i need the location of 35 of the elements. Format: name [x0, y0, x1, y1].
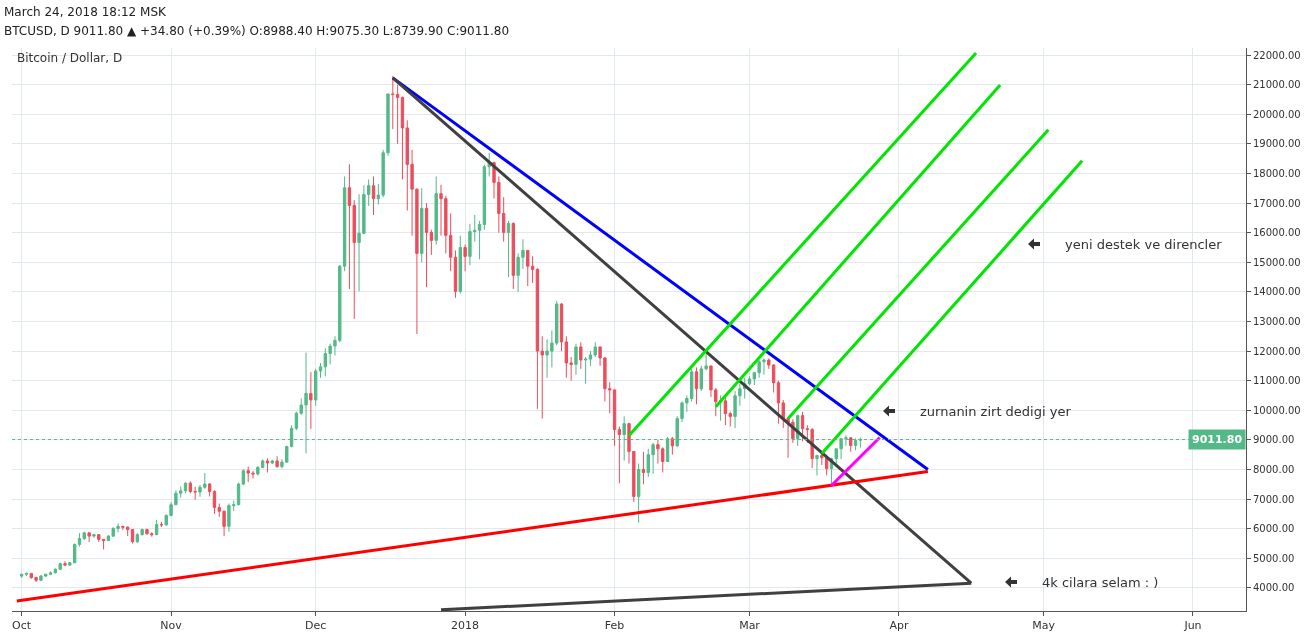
y-tick-label: 6000.00 [1253, 523, 1295, 535]
x-tick-label: Feb [604, 619, 625, 633]
x-tick-label: Jun [1183, 619, 1202, 633]
chart-title: Bitcoin / Dollar, D [16, 51, 123, 66]
y-tick-label: 9000.00 [1253, 434, 1295, 446]
annotation: zurnanin zirt dedigi yer [920, 404, 1072, 419]
y-tick-label: 10000.00 [1253, 404, 1301, 416]
annotation: 4k cilara selam : ) [1042, 575, 1159, 590]
x-tick-label: 2018 [451, 619, 480, 633]
text: March 24, 2018 18:12 MSK [4, 5, 168, 19]
x-tick-label: Apr [889, 619, 909, 633]
y-tick-label: 8000.00 [1253, 464, 1295, 476]
y-tick-label: 21000.00 [1253, 79, 1301, 91]
y-tick-label: 11000.00 [1253, 375, 1301, 387]
y-tick-label: 4000.00 [1253, 582, 1295, 594]
x-tick-label: Nov [160, 619, 183, 633]
annotation: yeni destek ve direncler [1065, 237, 1223, 252]
y-tick-label: 5000.00 [1253, 552, 1295, 564]
y-tick-label: 19000.00 [1253, 138, 1301, 150]
y-tick-label: 14000.00 [1253, 286, 1301, 298]
y-tick-label: 20000.00 [1253, 108, 1301, 120]
y-tick-label: 7000.00 [1253, 493, 1295, 505]
x-tick-label: Dec [305, 619, 327, 633]
y-tick-label: 12000.00 [1253, 345, 1301, 357]
ref-line-label: 9011.80 [1192, 433, 1243, 446]
y-tick-label: 22000.00 [1253, 49, 1301, 61]
text: BTCUSD, D 9011.80 ▲ +34.80 (+0.39%) O:8988.40 H:9075.30 L:8739.90 C:9011.80 [4, 24, 510, 38]
y-tick-label: 17000.00 [1253, 197, 1301, 209]
y-tick-label: 18000.00 [1253, 168, 1301, 180]
x-tick-label: May [1032, 619, 1056, 633]
x-tick-label: Mar [739, 619, 761, 633]
x-tick-label: Oct [12, 619, 32, 633]
y-tick-label: 15000.00 [1253, 256, 1301, 268]
y-tick-label: 16000.00 [1253, 227, 1301, 239]
y-tick-label: 13000.00 [1253, 316, 1301, 328]
